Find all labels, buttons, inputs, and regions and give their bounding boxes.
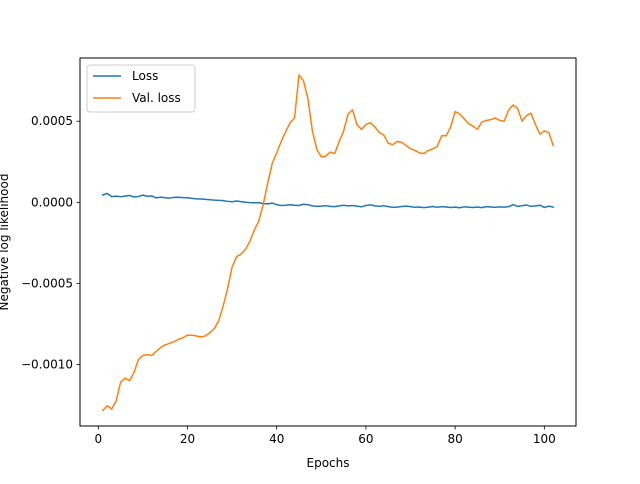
x-tick-label: 100 [533, 432, 556, 446]
x-tick-label: 20 [180, 432, 195, 446]
x-tick-label: 60 [358, 432, 373, 446]
legend-label-loss: Loss [132, 69, 158, 83]
series-line-0 [101, 192, 555, 209]
x-axis-label: Epochs [307, 456, 350, 470]
legend: Loss Val. loss [86, 64, 196, 113]
x-tick-label: 80 [447, 432, 462, 446]
axes-frame [79, 57, 577, 427]
tick-marks [76, 120, 545, 430]
y-axis-label: Negative log likelihood [0, 174, 11, 311]
y-tick-label: −0.0005 [21, 276, 73, 290]
y-tick-label: −0.0010 [21, 357, 73, 371]
x-tick-label: 40 [269, 432, 284, 446]
legend-label-val-loss: Val. loss [132, 91, 181, 105]
y-tick-label: 0.0000 [31, 195, 73, 209]
series-line-1 [101, 74, 555, 412]
y-tick-label: 0.0005 [31, 114, 73, 128]
x-tick-label: 0 [94, 432, 102, 446]
plot-area [101, 74, 555, 412]
